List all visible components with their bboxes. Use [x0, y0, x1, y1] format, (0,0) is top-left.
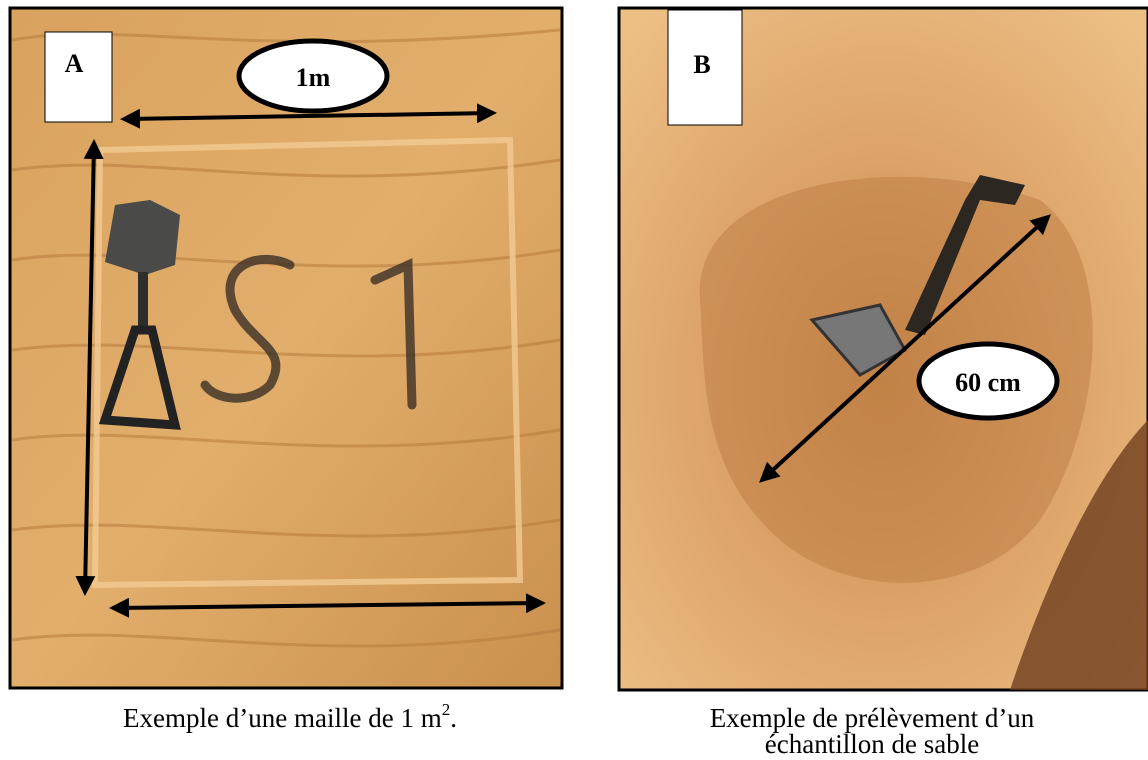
panel-b: B 60 cm [617, 6, 1148, 692]
measure-label: 60 cm [955, 368, 1021, 397]
arrow [109, 593, 546, 618]
shovel [98, 200, 181, 430]
arrow [75, 139, 104, 596]
caption-line: échantillon de sable [765, 729, 979, 759]
s1-writing [200, 254, 417, 410]
panel-label: A [65, 49, 84, 78]
caption: Exemple d’une maille de 1 m2. [123, 700, 457, 733]
caption-text: Exemple d’une maille de 1 m [123, 703, 442, 733]
caption-line: Exemple de prélèvement d’un [710, 703, 1035, 733]
caption-end: . [450, 703, 457, 733]
shadow [1010, 420, 1148, 690]
arrow [120, 103, 497, 129]
panel-a: A 1m [8, 6, 564, 690]
panel-label: B [693, 50, 710, 79]
label-box [667, 9, 743, 126]
label-box [44, 31, 113, 123]
measure-ellipse [916, 341, 1060, 421]
caption-superscript: 2 [442, 700, 451, 719]
arrow [759, 214, 1051, 483]
measure-label: 1m [296, 63, 331, 92]
